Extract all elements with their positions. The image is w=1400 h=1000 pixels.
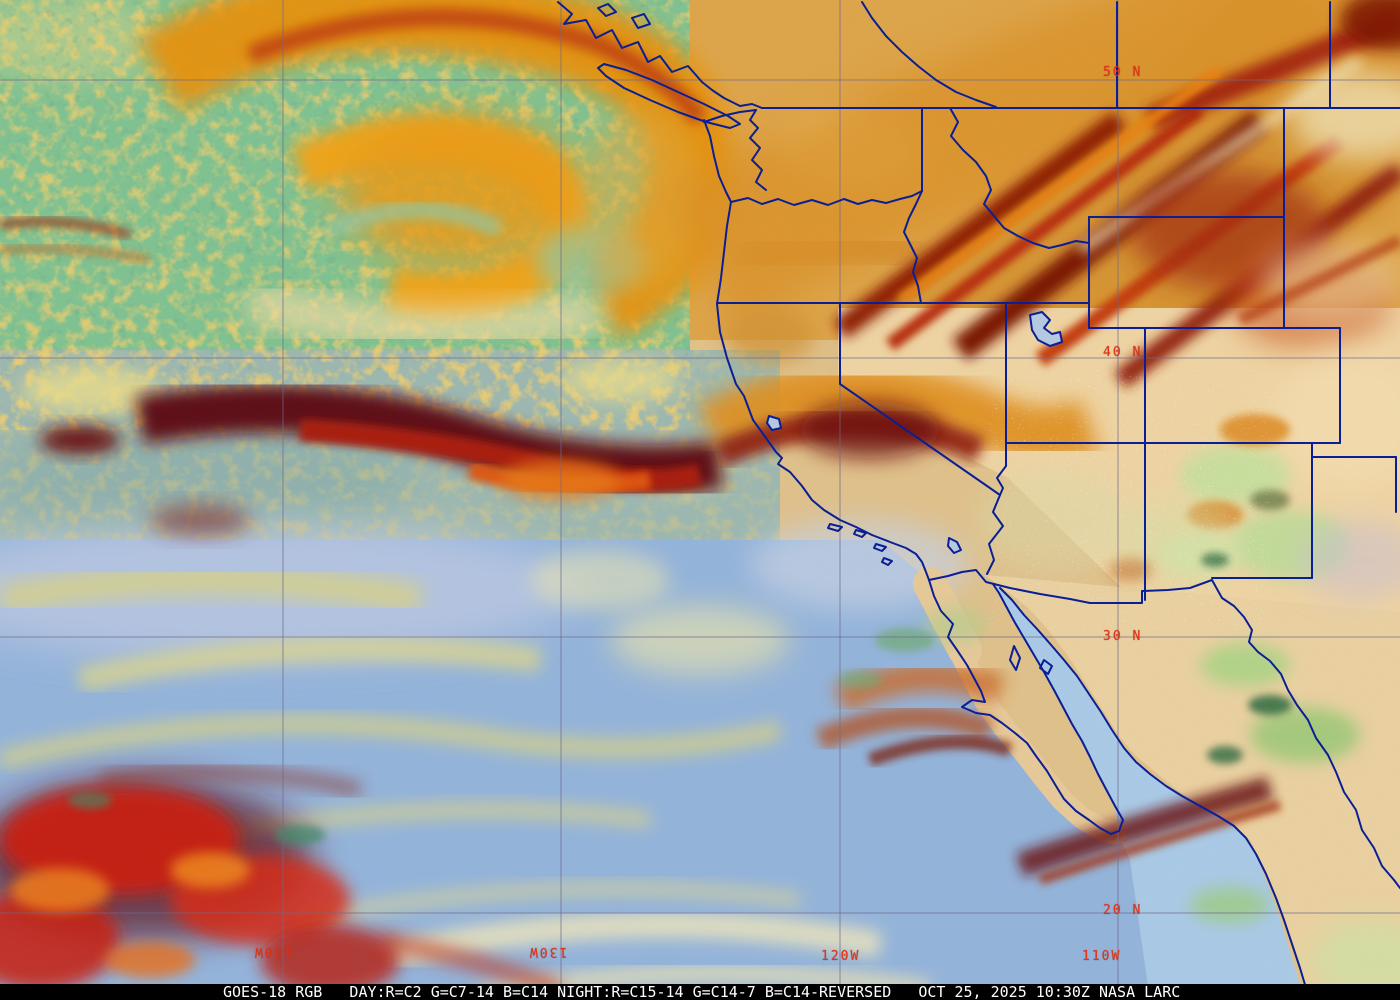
grid-label-20n: 20 N xyxy=(1103,903,1143,918)
pacific-coastline xyxy=(703,119,930,581)
salton-sea xyxy=(947,537,962,554)
california-nevada-border xyxy=(839,302,1004,575)
puget-sound xyxy=(749,109,767,191)
rio-grande-border xyxy=(1211,579,1400,889)
grid-label-40n: 40 N xyxy=(1103,345,1143,360)
grid-label-120w: 120W xyxy=(821,949,861,964)
great-salt-lake xyxy=(1029,311,1063,347)
bc-coastline xyxy=(557,1,763,109)
grid-label-110w: 110W xyxy=(1082,949,1122,964)
status-bar-text: GOES-18 RGB DAY:R=C2 G=C7-14 B=C14 NIGHT… xyxy=(223,983,1181,1000)
us-mexico-border xyxy=(928,569,1213,604)
state-borders-layer xyxy=(557,1,1400,1000)
grid-label-130w: 130W xyxy=(528,944,568,959)
mono-lake xyxy=(766,415,782,431)
baja-coastline xyxy=(928,579,1124,835)
grid-label-50n: 50 N xyxy=(1103,65,1143,80)
columbia-river-border xyxy=(730,190,923,206)
grid-label-30n: 30 N xyxy=(1103,629,1143,644)
vancouver-island xyxy=(597,63,741,129)
status-bar: GOES-18 RGB DAY:R=C2 G=C7-14 B=C14 NIGHT… xyxy=(0,984,1400,1000)
grid-label-140w: 140W xyxy=(253,944,293,959)
mexico-coastline xyxy=(999,587,1311,1000)
